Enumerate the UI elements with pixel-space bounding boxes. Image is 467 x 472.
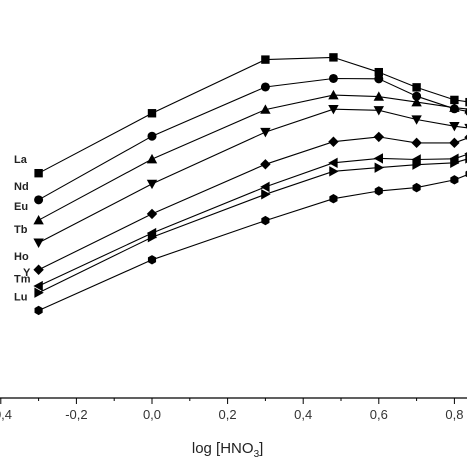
data-point-nd-5 bbox=[412, 91, 422, 101]
data-point-tb-5 bbox=[411, 115, 422, 125]
series-line-eu bbox=[38, 94, 467, 221]
data-point-la-1 bbox=[147, 109, 157, 118]
series-label-ho: Ho bbox=[14, 251, 29, 263]
x-axis-title: log [HNO3] bbox=[192, 440, 263, 460]
series-la bbox=[34, 53, 467, 178]
series-label-la: La bbox=[14, 154, 28, 166]
data-point-tm-3 bbox=[329, 166, 339, 177]
series-ho bbox=[33, 131, 467, 275]
data-point-nd-1 bbox=[147, 131, 157, 141]
data-point-tb-7 bbox=[464, 123, 467, 129]
data-point-la-7 bbox=[465, 97, 467, 107]
data-point-la-2 bbox=[261, 55, 270, 64]
series-label-nd: Nd bbox=[14, 181, 29, 193]
data-point-lu-3 bbox=[329, 194, 338, 204]
series-line-la bbox=[38, 56, 467, 174]
data-point-lu-1 bbox=[147, 255, 157, 265]
series-labels: La Nd Eu Tb Ho YTm Lu bbox=[14, 154, 31, 303]
x-tick-label-4: 0,4 bbox=[294, 407, 312, 422]
data-point-nd-3 bbox=[328, 73, 338, 83]
data-point-ho-3 bbox=[328, 136, 339, 147]
data-point-la-5 bbox=[412, 83, 421, 92]
data-point-tb-4 bbox=[373, 106, 384, 116]
data-point-eu-0 bbox=[33, 214, 44, 225]
data-point-tm-4 bbox=[374, 162, 384, 173]
data-point-ho-1 bbox=[146, 208, 158, 220]
data-point-lu-6 bbox=[450, 175, 459, 185]
data-point-tb-2 bbox=[260, 127, 271, 138]
x-tick-label-3: 0,2 bbox=[219, 407, 237, 422]
data-point-eu-2 bbox=[260, 104, 271, 114]
data-point-ho-0 bbox=[33, 264, 44, 275]
data-point-eu-4 bbox=[373, 91, 384, 101]
data-point-la-0 bbox=[34, 168, 43, 178]
data-point-ho-7 bbox=[464, 134, 467, 140]
series-label-tb: Tb bbox=[14, 224, 28, 236]
data-point-la-6 bbox=[450, 95, 459, 105]
data-point-ho-2 bbox=[260, 159, 271, 170]
data-point-la-4 bbox=[374, 67, 383, 77]
data-point-eu-5 bbox=[411, 96, 422, 107]
data-point-tm-5 bbox=[412, 159, 422, 170]
data-point-tm-6 bbox=[450, 157, 460, 169]
series-label-tm: Tm bbox=[14, 274, 31, 286]
x-tick-label-5: 0,6 bbox=[370, 407, 388, 422]
series-layer bbox=[33, 53, 467, 316]
data-point-nd-2 bbox=[260, 82, 270, 92]
data-point-lu-5 bbox=[412, 182, 421, 193]
data-point-tm-1 bbox=[147, 232, 158, 243]
series-line-ho bbox=[38, 136, 467, 271]
data-point-la-3 bbox=[329, 53, 338, 62]
data-point-tm-0 bbox=[34, 287, 44, 298]
data-point-ho-6 bbox=[449, 137, 460, 149]
data-point-ho-5 bbox=[411, 137, 422, 149]
data-point-eu-6 bbox=[449, 102, 460, 112]
data-point-tb-1 bbox=[146, 179, 158, 190]
x-axis: -0,4 -0,2 0,0 0,2 0,4 0,6 0,8 bbox=[0, 397, 467, 422]
data-point-ho-4 bbox=[373, 131, 384, 143]
data-point-nd-4 bbox=[374, 74, 384, 84]
series-tm bbox=[34, 153, 467, 298]
series-label-lu: Lu bbox=[14, 291, 27, 303]
series-lu bbox=[34, 170, 467, 316]
data-point-y-2 bbox=[260, 181, 270, 193]
x-tick-label-1: -0,2 bbox=[65, 407, 87, 422]
data-point-tb-3 bbox=[328, 104, 339, 115]
series-y bbox=[33, 152, 467, 292]
series-line-y bbox=[38, 153, 467, 287]
data-point-tm-2 bbox=[261, 189, 271, 200]
data-point-nd-0 bbox=[34, 195, 44, 205]
data-point-y-5 bbox=[411, 154, 421, 165]
series-label-eu: Eu bbox=[14, 201, 28, 213]
series-label-y: Y bbox=[23, 267, 31, 279]
data-point-lu-0 bbox=[34, 305, 43, 316]
data-point-y-0 bbox=[33, 280, 43, 292]
data-point-y-4 bbox=[373, 153, 383, 164]
x-tick-label-2: 0,0 bbox=[143, 407, 161, 422]
series-line-tb bbox=[38, 108, 467, 244]
data-point-lu-2 bbox=[261, 215, 270, 226]
x-tick-label-6: 0,8 bbox=[445, 407, 463, 422]
data-point-lu-4 bbox=[374, 186, 383, 196]
series-eu bbox=[33, 89, 467, 225]
data-point-y-3 bbox=[328, 157, 338, 169]
data-point-eu-3 bbox=[328, 89, 339, 100]
data-point-eu-7 bbox=[464, 108, 467, 114]
data-point-tb-6 bbox=[449, 122, 460, 132]
series-tb bbox=[33, 104, 467, 248]
x-tick-label-0: -0,4 bbox=[0, 407, 12, 422]
data-point-tb-0 bbox=[33, 238, 44, 248]
series-line-lu bbox=[38, 174, 467, 312]
data-point-eu-1 bbox=[146, 153, 158, 164]
series-line-tm bbox=[38, 158, 467, 294]
